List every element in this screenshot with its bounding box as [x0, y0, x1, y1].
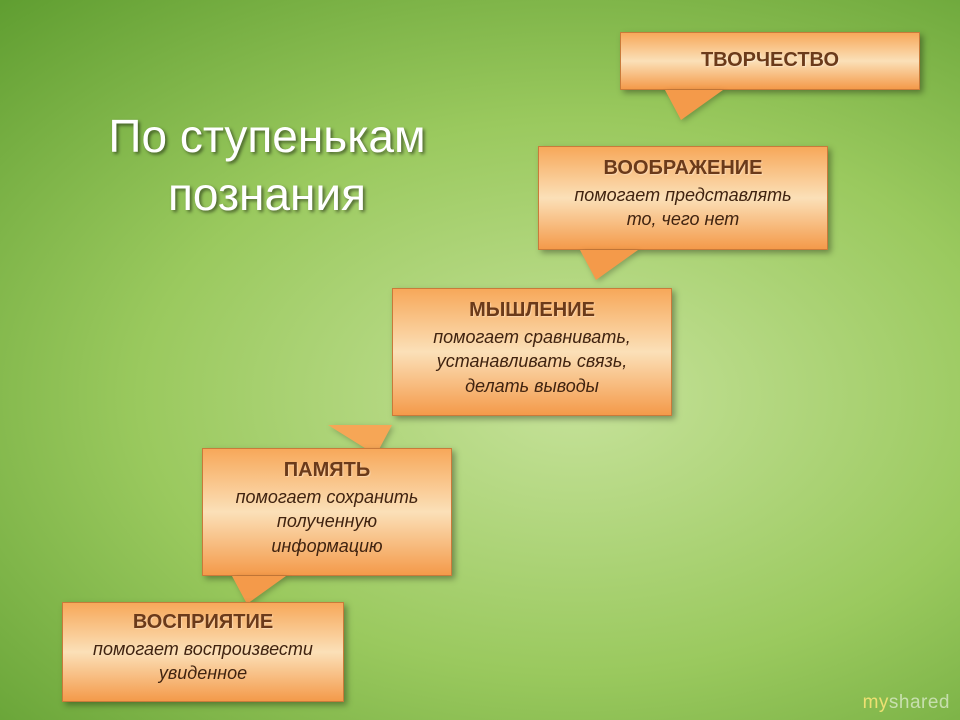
- step-perception: ВОСПРИЯТИЕ помогает воспроизвести увиденн…: [62, 602, 344, 702]
- step-heading: ВООБРАЖЕНИЕ: [549, 157, 817, 180]
- watermark-accent: my: [863, 692, 889, 713]
- step-creativity: ТВОРЧЕСТВО: [620, 32, 920, 90]
- step-thinking: МЫШЛЕНИЕ помогает сравнивать, устанавлива…: [392, 288, 672, 416]
- step-imagination: ВООБРАЖЕНИЕ помогает представлять то, чег…: [538, 146, 828, 250]
- watermark-rest: shared: [889, 692, 950, 713]
- callout-tail: [580, 250, 638, 280]
- step-body: помогает сохранить полученную информацию: [213, 485, 441, 558]
- step-body: помогает воспроизвести увиденное: [73, 637, 333, 686]
- step-body: помогает представлять то, чего нет: [549, 183, 817, 232]
- step-heading: МЫШЛЕНИЕ: [403, 299, 661, 322]
- step-heading: ТВОРЧЕСТВО: [631, 49, 909, 72]
- callout-tail: [232, 576, 286, 604]
- callout-tail: [665, 90, 723, 120]
- watermark: myshared: [863, 692, 950, 714]
- step-heading: ВОСПРИЯТИЕ: [73, 611, 333, 634]
- step-memory: ПАМЯТЬ помогает сохранить полученную инфо…: [202, 448, 452, 576]
- page-title: По ступенькам познания: [32, 108, 502, 223]
- step-heading: ПАМЯТЬ: [213, 459, 441, 482]
- step-body: помогает сравнивать, устанавливать связь…: [403, 325, 661, 398]
